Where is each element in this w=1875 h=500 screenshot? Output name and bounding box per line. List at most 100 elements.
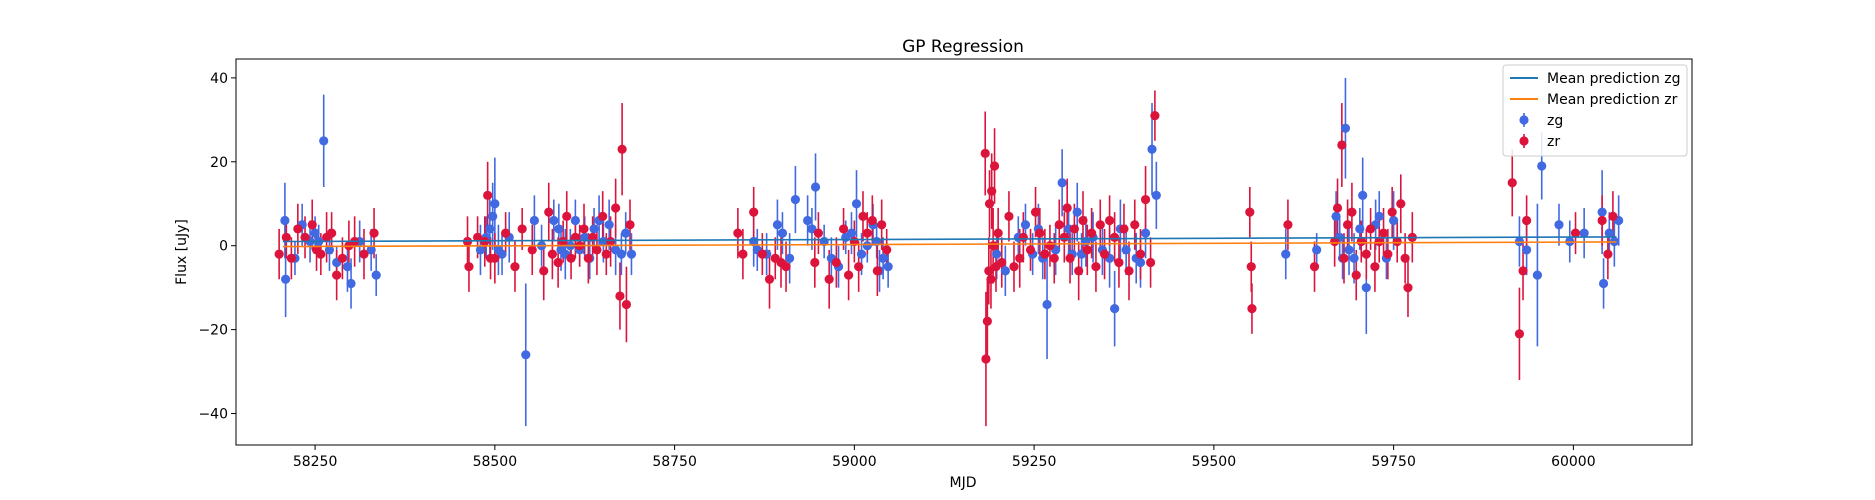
x-tick-label: 59250	[1012, 454, 1057, 470]
data-point	[1344, 245, 1354, 255]
data-point	[810, 182, 821, 192]
data-point	[1110, 232, 1120, 242]
data-point	[281, 232, 291, 242]
data-point	[300, 232, 310, 242]
data-point	[831, 257, 841, 268]
data-point	[497, 249, 507, 259]
data-point	[1015, 253, 1025, 263]
data-point	[1091, 262, 1101, 272]
data-point	[1358, 190, 1368, 200]
data-point	[1356, 236, 1366, 247]
data-point	[1072, 207, 1082, 217]
data-point	[1332, 203, 1343, 213]
data-point	[583, 253, 593, 263]
data-point	[986, 274, 996, 284]
data-point	[1518, 266, 1528, 276]
data-point	[803, 215, 813, 226]
data-point	[488, 211, 498, 221]
data-point	[359, 249, 369, 259]
data-point	[281, 274, 291, 284]
data-point	[1130, 220, 1140, 230]
data-point	[790, 194, 800, 205]
data-point	[342, 262, 353, 272]
data-point	[982, 316, 992, 326]
y-tick-label: 0	[219, 239, 228, 255]
data-point	[824, 274, 834, 284]
data-point	[280, 215, 290, 226]
legend-item: zg	[1519, 113, 1563, 129]
data-point	[539, 266, 549, 276]
data-point	[733, 228, 743, 238]
data-point	[1065, 253, 1075, 263]
y-axis: −40 −20 0 20 40	[198, 71, 236, 423]
data-point	[1059, 232, 1069, 242]
data-point	[1283, 220, 1293, 230]
data-point	[1374, 211, 1384, 221]
data-point	[1361, 249, 1371, 259]
data-point	[858, 211, 868, 221]
data-point	[529, 215, 539, 226]
data-point	[601, 249, 611, 259]
data-point	[1000, 266, 1010, 276]
data-point	[626, 249, 637, 259]
data-point	[1020, 220, 1031, 230]
data-point	[1355, 224, 1365, 234]
data-point	[1095, 220, 1105, 230]
mean-prediction-line	[282, 236, 1617, 243]
data-point	[1074, 266, 1084, 276]
data-point	[992, 249, 1002, 259]
data-point	[483, 190, 493, 200]
data-point	[1383, 249, 1393, 259]
data-point	[1532, 270, 1543, 280]
data-point	[1040, 249, 1050, 259]
data-point	[1099, 249, 1110, 259]
data-point	[1597, 207, 1607, 217]
y-axis-label: Flux [uJy]	[174, 219, 190, 285]
data-point	[854, 262, 864, 272]
data-point	[485, 224, 495, 234]
legend-label: zr	[1547, 134, 1560, 150]
data-point	[838, 224, 849, 234]
data-point	[604, 220, 614, 230]
x-axis: 58250 58500 58750 59000 59250 59500 59750 60000	[293, 445, 1596, 470]
data-point	[558, 236, 568, 247]
data-point	[1145, 257, 1156, 268]
data-point	[598, 211, 608, 221]
data-point	[501, 228, 511, 238]
data-point	[1396, 199, 1406, 209]
data-point	[527, 245, 537, 255]
legend-item: zr	[1519, 134, 1560, 150]
data-point	[980, 148, 990, 159]
x-tick-label: 58500	[473, 454, 518, 470]
data-point	[1150, 111, 1160, 121]
data-point	[1570, 228, 1581, 238]
data-point	[1340, 123, 1351, 133]
data-point	[1522, 215, 1532, 226]
legend-label: Mean prediction zg	[1547, 71, 1681, 87]
data-point	[588, 232, 598, 242]
data-point	[621, 228, 631, 238]
x-axis-label: MJD	[950, 475, 977, 491]
x-tick-label: 59000	[832, 454, 877, 470]
data-point	[566, 253, 576, 263]
data-point	[490, 199, 500, 209]
chart-title: GP Regression	[902, 37, 1024, 57]
x-tick-label: 59750	[1371, 454, 1416, 470]
x-tick-label: 60000	[1551, 454, 1596, 470]
data-point	[877, 220, 887, 230]
data-point	[1608, 211, 1618, 221]
data-point	[1105, 215, 1115, 226]
data-point	[1537, 161, 1547, 171]
data-point	[878, 253, 888, 263]
data-point	[1147, 144, 1157, 154]
data-point	[521, 350, 531, 360]
x-tick-label: 58750	[652, 454, 697, 470]
data-point	[1597, 215, 1607, 226]
data-point	[1330, 236, 1340, 247]
data-point	[981, 354, 991, 364]
data-point	[1062, 203, 1072, 213]
markers-zr	[274, 111, 1618, 364]
legend-item: Mean prediction zr	[1510, 92, 1678, 108]
data-point	[1042, 299, 1052, 310]
